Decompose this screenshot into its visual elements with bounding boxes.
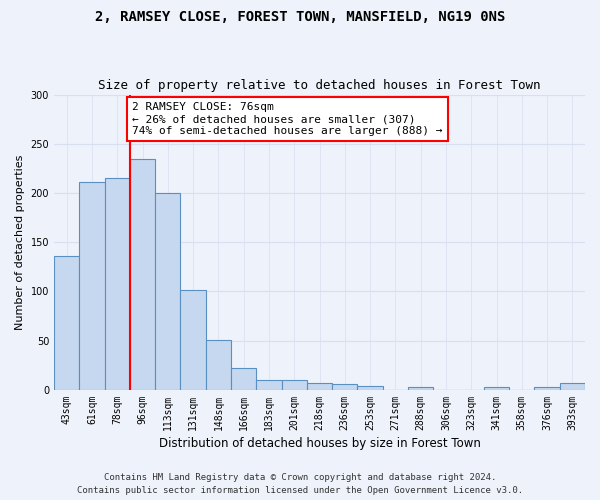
Text: 2 RAMSEY CLOSE: 76sqm
← 26% of detached houses are smaller (307)
74% of semi-det: 2 RAMSEY CLOSE: 76sqm ← 26% of detached …: [133, 102, 443, 136]
Title: Size of property relative to detached houses in Forest Town: Size of property relative to detached ho…: [98, 79, 541, 92]
Bar: [130, 158, 155, 390]
Bar: [560, 383, 585, 390]
Bar: [54, 256, 79, 390]
Bar: [281, 380, 307, 390]
Bar: [408, 387, 433, 390]
Text: Contains HM Land Registry data © Crown copyright and database right 2024.
Contai: Contains HM Land Registry data © Crown c…: [77, 474, 523, 495]
Bar: [155, 193, 181, 390]
Y-axis label: Number of detached properties: Number of detached properties: [15, 154, 25, 330]
Bar: [206, 340, 231, 390]
Bar: [104, 178, 130, 390]
Bar: [535, 387, 560, 390]
Bar: [79, 182, 104, 390]
X-axis label: Distribution of detached houses by size in Forest Town: Distribution of detached houses by size …: [158, 437, 481, 450]
Text: 2, RAMSEY CLOSE, FOREST TOWN, MANSFIELD, NG19 0NS: 2, RAMSEY CLOSE, FOREST TOWN, MANSFIELD,…: [95, 10, 505, 24]
Bar: [332, 384, 358, 390]
Bar: [181, 290, 206, 390]
Bar: [307, 383, 332, 390]
Bar: [231, 368, 256, 390]
Bar: [358, 386, 383, 390]
Bar: [256, 380, 281, 390]
Bar: [484, 387, 509, 390]
